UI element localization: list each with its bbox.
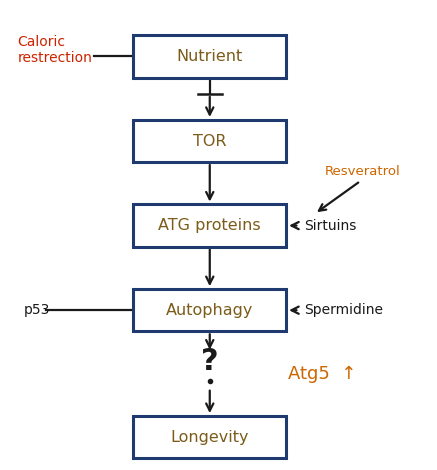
Text: TOR: TOR: [193, 133, 226, 149]
Text: ?: ?: [201, 347, 218, 376]
FancyBboxPatch shape: [133, 416, 286, 458]
FancyBboxPatch shape: [133, 289, 286, 331]
Text: Atg5  ↑: Atg5 ↑: [288, 365, 357, 383]
Text: ATG proteins: ATG proteins: [159, 218, 261, 233]
Text: Resveratrol: Resveratrol: [325, 165, 401, 178]
FancyBboxPatch shape: [133, 35, 286, 78]
FancyBboxPatch shape: [133, 120, 286, 162]
Text: Nutrient: Nutrient: [177, 49, 243, 64]
Text: p53: p53: [24, 303, 50, 317]
Text: Spermidine: Spermidine: [304, 303, 383, 317]
Text: Longevity: Longevity: [170, 430, 249, 445]
Text: Sirtuins: Sirtuins: [304, 219, 356, 233]
Text: Autophagy: Autophagy: [166, 303, 253, 318]
Text: Caloric
restrection: Caloric restrection: [17, 35, 92, 65]
FancyBboxPatch shape: [133, 204, 286, 247]
